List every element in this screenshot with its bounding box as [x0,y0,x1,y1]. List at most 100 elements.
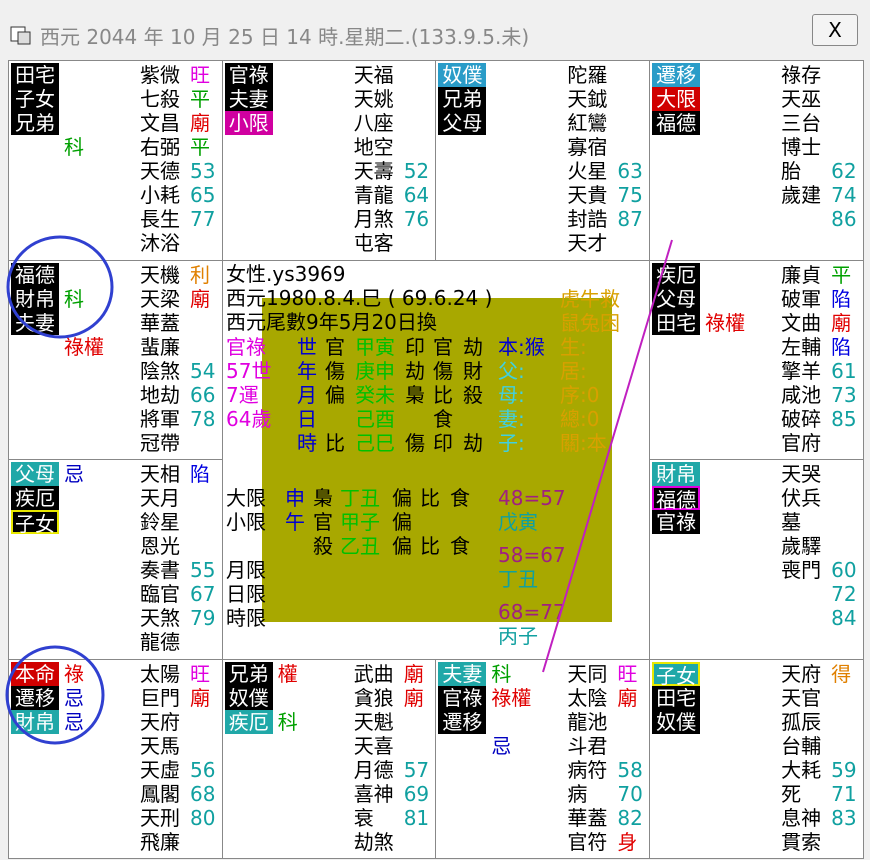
palace-label: 福德 [11,262,59,287]
star-name: 紫微 [140,63,180,87]
palace-label: 奴僕 [652,709,701,734]
pillar-cell: 庚申 [355,359,395,383]
star-name: 將軍 [140,406,180,431]
omen: 生: [560,335,587,359]
palace-label: 疾厄 [11,486,59,510]
transform-flag: 忌 [64,685,84,710]
star-brightness: 廟 [403,685,424,710]
star-name: 台輔 [781,733,822,758]
star-age: 74 [831,183,857,207]
limit-cell: 官 [313,510,333,534]
limit-cell: 午 [285,510,305,534]
palace-label: 兄弟 [438,87,487,111]
pillar-cell: 日 [297,407,317,431]
star-name: 天月 [140,486,180,510]
star-age: 57 [403,757,430,782]
transform-flag: 祿 [64,661,84,686]
star-name: 巨門 [140,685,180,710]
star-name: 官府 [781,430,822,455]
star-name: 青龍 [353,183,394,207]
star-name: 病 [567,781,588,806]
center-panel: 女性.ys3969 西元1980.8.4.巳 ( 69.6.24 ) 西元尾數9年5… [222,260,650,658]
cycle-range: 58=67 [498,543,566,567]
transform-flag: 科 [277,709,298,734]
pillar-cell: 傷 [325,359,345,383]
pillar-cell: 劫 [405,359,425,383]
star-brightness: 旺 [190,63,210,87]
star-name: 廉貞 [781,262,822,287]
pillar-cell: 比 [433,383,453,407]
star-age: 87 [617,207,643,231]
pillar-cell: 財 [463,359,483,383]
star-brightness: 廟 [190,685,210,710]
star-age: 86 [831,207,857,231]
star-name: 墓 [781,510,802,534]
pillar-cell: 偏 [325,383,345,407]
star-brightness: 廟 [617,685,638,710]
star-age: 66 [190,382,216,407]
pillar-cell: 比 [325,431,345,455]
limit-cell: 殺 [313,534,333,558]
close-button[interactable]: X [812,14,858,46]
star-brightness: 旺 [617,661,638,686]
star-name: 屯客 [353,231,394,255]
palace-label: 財帛 [652,462,701,486]
star-name: 臨官 [140,582,180,606]
transform-flag: 科 [491,661,512,686]
palace-cell: 田宅 子女 兄弟科 紫微旺七殺平文昌廟右弼平天德 53 小耗 65 長生 77 沐浴 [8,60,223,261]
star-name: 天巫 [781,87,822,111]
transform-flag: 忌 [64,462,84,486]
palace-label: 兄弟 [11,111,59,135]
star-name: 天同 [567,661,608,686]
star-brightness: 廟 [831,310,852,335]
star-name: 破碎 [781,406,822,431]
limit-cell: 日限 [226,582,266,606]
relation: 子: [498,431,525,455]
palace-cell: 本命 遷移 財帛祿忌忌 太陽旺巨門廟天府 天馬 天虛 56 鳳閣 68 天刑 80 飛廉 [8,658,223,859]
palace-label: 父母 [652,286,701,311]
pillar-cell: 世 [297,335,317,359]
limit-cell: 食 [450,486,470,510]
star-brightness: 平 [190,135,210,159]
star-name: 月煞 [353,207,394,231]
palace-cell: 官祿 夫妻 小限 天福 天姚 八座 地空 天壽 52 青龍 64 月煞 76 屯客 [221,60,437,261]
star-name: 蜚廉 [140,334,180,359]
star-name: 七殺 [140,87,180,111]
star-name: 天府 [781,661,822,686]
cycle-range: 68=77 [498,600,566,624]
star-name: 冠帶 [140,430,180,455]
star-brightness: 旺 [190,661,210,686]
age-info: 官祿 [226,335,266,359]
palace-label: 財帛 [11,286,59,311]
star-name: 天魁 [353,709,394,734]
star-name: 文曲 [781,310,822,335]
limit-cell: 大限 [226,486,266,510]
star-name: 孤辰 [781,709,822,734]
star-name: 天姚 [353,87,394,111]
star-name: 天刑 [140,805,180,830]
star-age: 59 [831,757,857,782]
star-age: 65 [190,183,216,207]
star-age: 71 [831,781,857,806]
palace-label: 子女 [652,661,701,688]
palace-label: 子女 [11,510,59,536]
pillar-cell: 月 [297,383,317,407]
star-age: 67 [190,582,216,606]
star-name: 天馬 [140,733,180,758]
pillar-cell: 官 [325,335,345,359]
star-age: 53 [190,159,216,183]
palace-label: 本命 [11,661,59,686]
relation: 本:猴 [498,335,545,359]
star-name: 天鉞 [567,87,608,111]
limit-cell: 月限 [226,558,266,582]
star-age: 73 [831,382,857,407]
relation: 父: [498,359,525,383]
star-name: 龍德 [140,630,180,654]
palace-label: 疾厄 [652,262,701,287]
star-age: 85 [831,406,857,431]
birth-info: 西元尾數9年5月20日換 [226,310,437,334]
star-name: 紅鸞 [567,111,608,135]
star-age: 68 [190,781,216,806]
star-name: 破軍 [781,286,822,311]
star-name: 飛廉 [140,829,180,854]
